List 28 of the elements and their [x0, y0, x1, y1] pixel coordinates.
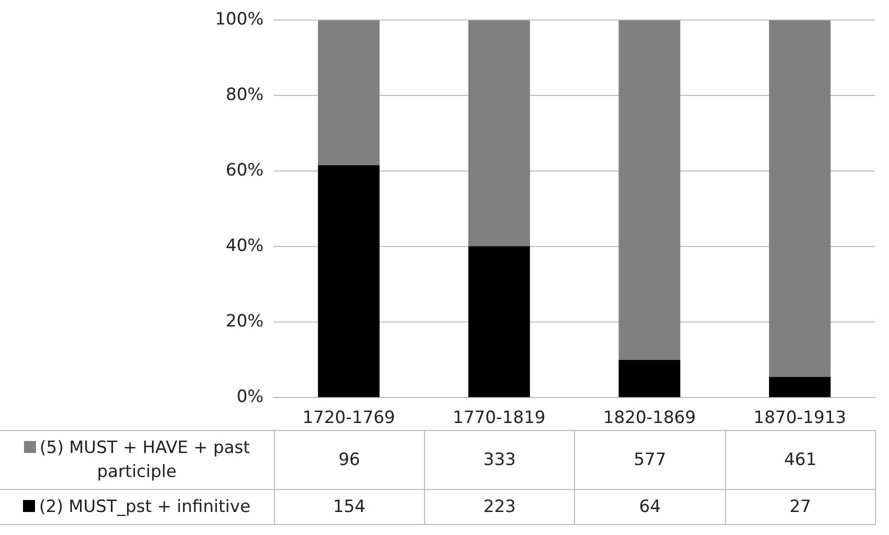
x-tick-label: 1770-1819 — [452, 408, 546, 428]
bar — [769, 20, 831, 377]
x-tick-label: 1870-1913 — [753, 408, 846, 428]
y-tick-label: 80% — [226, 85, 264, 106]
bar — [618, 360, 680, 398]
legend-label: (2) MUST_pst + infinitive — [39, 497, 250, 517]
bar — [468, 20, 530, 246]
bar — [618, 20, 680, 360]
text: 461 — [725, 430, 876, 490]
y-tick-label: 20% — [226, 312, 264, 332]
bar — [318, 20, 380, 166]
x-tick-label: 1720-1769 — [302, 408, 396, 428]
bar — [769, 376, 831, 398]
x-tick-label: 1820-1869 — [603, 408, 696, 428]
text: 333 — [424, 430, 575, 490]
text: 27 — [725, 490, 876, 524]
text: 154 — [274, 490, 424, 524]
y-tick-label: 40% — [226, 236, 264, 256]
y-tick-label: 100% — [214, 10, 264, 30]
bar — [318, 165, 380, 398]
text: 64 — [574, 490, 726, 524]
text: 96 — [274, 430, 424, 490]
y-tick-label: 0% — [236, 387, 264, 408]
text: 577 — [574, 430, 726, 490]
bar — [468, 246, 530, 398]
text: 223 — [424, 490, 575, 524]
legend-label: (5) MUST + HAVE + past participle — [40, 438, 250, 482]
y-tick-label: 60% — [226, 160, 264, 181]
